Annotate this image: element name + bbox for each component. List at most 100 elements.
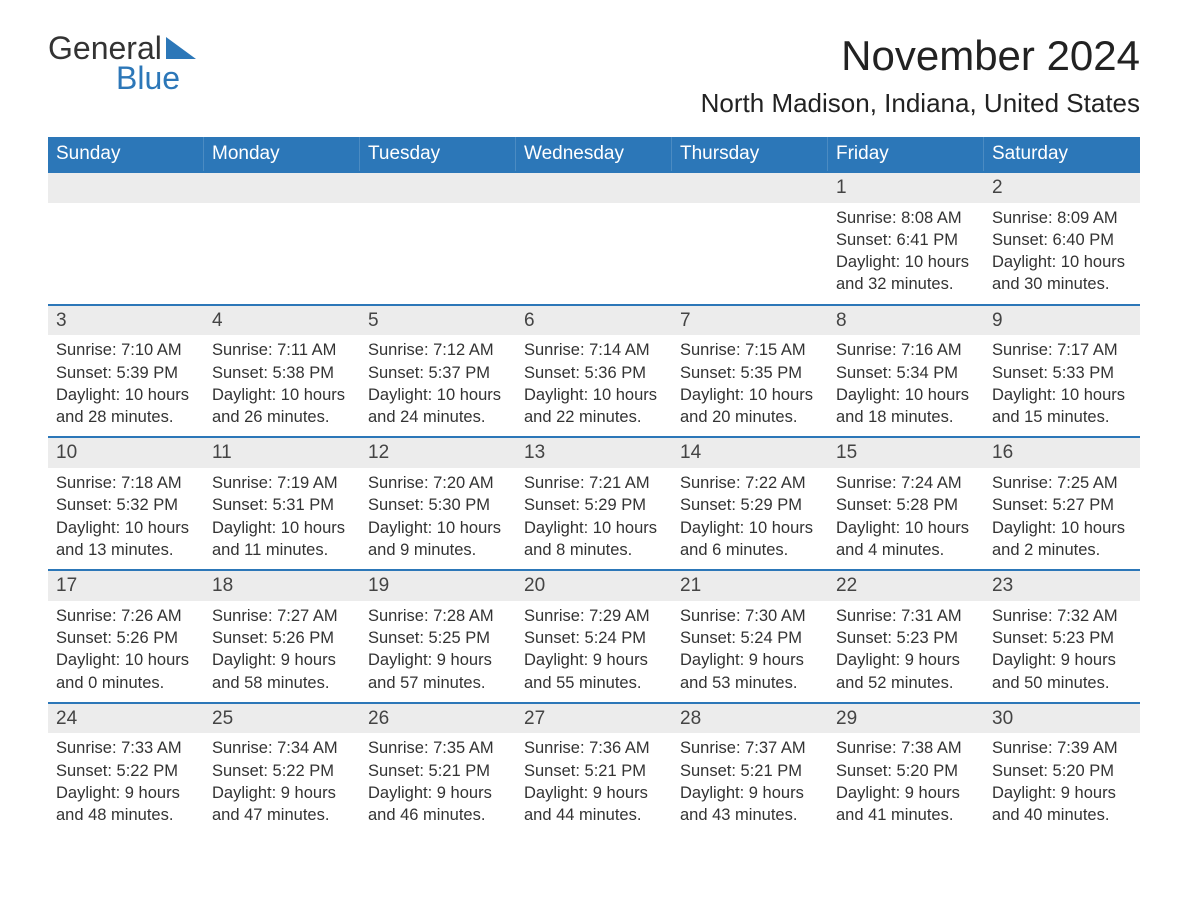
weekday-header-cell: Monday [204,137,360,171]
day-body: Sunrise: 8:09 AMSunset: 6:40 PMDaylight:… [984,203,1140,304]
day-cell: 14Sunrise: 7:22 AMSunset: 5:29 PMDayligh… [672,438,828,569]
day-cell: 15Sunrise: 7:24 AMSunset: 5:28 PMDayligh… [828,438,984,569]
calendar-page: General Blue November 2024 North Madison… [0,0,1188,918]
week-row: 24Sunrise: 7:33 AMSunset: 5:22 PMDayligh… [48,702,1140,835]
daylight-text-2: and 11 minutes. [212,539,352,561]
daylight-text-2: and 30 minutes. [992,273,1132,295]
day-cell: 13Sunrise: 7:21 AMSunset: 5:29 PMDayligh… [516,438,672,569]
day-body: Sunrise: 7:37 AMSunset: 5:21 PMDaylight:… [672,733,828,834]
day-cell: 27Sunrise: 7:36 AMSunset: 5:21 PMDayligh… [516,704,672,835]
sunrise-text: Sunrise: 7:29 AM [524,605,664,627]
daylight-text-1: Daylight: 9 hours [836,649,976,671]
daylight-text-2: and 41 minutes. [836,804,976,826]
daylight-text-2: and 4 minutes. [836,539,976,561]
sunset-text: Sunset: 5:22 PM [212,760,352,782]
sunrise-text: Sunrise: 7:22 AM [680,472,820,494]
daylight-text-2: and 50 minutes. [992,672,1132,694]
day-number [516,173,672,203]
sunrise-text: Sunrise: 7:31 AM [836,605,976,627]
day-body: Sunrise: 7:18 AMSunset: 5:32 PMDaylight:… [48,468,204,569]
week-row: 10Sunrise: 7:18 AMSunset: 5:32 PMDayligh… [48,436,1140,569]
daylight-text-2: and 58 minutes. [212,672,352,694]
day-cell: 3Sunrise: 7:10 AMSunset: 5:39 PMDaylight… [48,306,204,437]
day-cell: 7Sunrise: 7:15 AMSunset: 5:35 PMDaylight… [672,306,828,437]
daylight-text-1: Daylight: 10 hours [524,517,664,539]
day-number: 9 [984,306,1140,336]
sunset-text: Sunset: 5:30 PM [368,494,508,516]
day-cell: 6Sunrise: 7:14 AMSunset: 5:36 PMDaylight… [516,306,672,437]
daylight-text-2: and 24 minutes. [368,406,508,428]
sunset-text: Sunset: 5:22 PM [56,760,196,782]
day-body: Sunrise: 7:29 AMSunset: 5:24 PMDaylight:… [516,601,672,702]
day-cell: 17Sunrise: 7:26 AMSunset: 5:26 PMDayligh… [48,571,204,702]
weekday-header-cell: Friday [828,137,984,171]
sunrise-text: Sunrise: 7:17 AM [992,339,1132,361]
day-cell: 28Sunrise: 7:37 AMSunset: 5:21 PMDayligh… [672,704,828,835]
empty-day-cell [516,173,672,304]
day-cell: 26Sunrise: 7:35 AMSunset: 5:21 PMDayligh… [360,704,516,835]
day-body: Sunrise: 7:32 AMSunset: 5:23 PMDaylight:… [984,601,1140,702]
day-cell: 21Sunrise: 7:30 AMSunset: 5:24 PMDayligh… [672,571,828,702]
day-body: Sunrise: 7:24 AMSunset: 5:28 PMDaylight:… [828,468,984,569]
daylight-text-2: and 2 minutes. [992,539,1132,561]
sunset-text: Sunset: 5:29 PM [680,494,820,516]
day-body: Sunrise: 7:27 AMSunset: 5:26 PMDaylight:… [204,601,360,702]
sunrise-text: Sunrise: 7:28 AM [368,605,508,627]
sunrise-text: Sunrise: 7:38 AM [836,737,976,759]
day-cell: 12Sunrise: 7:20 AMSunset: 5:30 PMDayligh… [360,438,516,569]
day-number: 19 [360,571,516,601]
day-cell: 16Sunrise: 7:25 AMSunset: 5:27 PMDayligh… [984,438,1140,569]
day-body: Sunrise: 7:19 AMSunset: 5:31 PMDaylight:… [204,468,360,569]
day-number: 10 [48,438,204,468]
daylight-text-1: Daylight: 10 hours [992,251,1132,273]
daylight-text-1: Daylight: 9 hours [836,782,976,804]
daylight-text-1: Daylight: 9 hours [212,649,352,671]
daylight-text-2: and 48 minutes. [56,804,196,826]
day-body: Sunrise: 7:10 AMSunset: 5:39 PMDaylight:… [48,335,204,436]
daylight-text-2: and 20 minutes. [680,406,820,428]
daylight-text-2: and 6 minutes. [680,539,820,561]
sunrise-text: Sunrise: 7:15 AM [680,339,820,361]
day-body: Sunrise: 7:31 AMSunset: 5:23 PMDaylight:… [828,601,984,702]
sunrise-text: Sunrise: 8:08 AM [836,207,976,229]
day-number: 18 [204,571,360,601]
day-body: Sunrise: 7:22 AMSunset: 5:29 PMDaylight:… [672,468,828,569]
day-body: Sunrise: 7:21 AMSunset: 5:29 PMDaylight:… [516,468,672,569]
empty-day-cell [672,173,828,304]
sunrise-text: Sunrise: 7:19 AM [212,472,352,494]
daylight-text-1: Daylight: 10 hours [836,517,976,539]
day-cell: 10Sunrise: 7:18 AMSunset: 5:32 PMDayligh… [48,438,204,569]
day-number: 1 [828,173,984,203]
daylight-text-1: Daylight: 10 hours [212,384,352,406]
day-body: Sunrise: 7:20 AMSunset: 5:30 PMDaylight:… [360,468,516,569]
day-body: Sunrise: 7:30 AMSunset: 5:24 PMDaylight:… [672,601,828,702]
day-number: 23 [984,571,1140,601]
sunset-text: Sunset: 5:25 PM [368,627,508,649]
sunset-text: Sunset: 5:24 PM [680,627,820,649]
day-cell: 18Sunrise: 7:27 AMSunset: 5:26 PMDayligh… [204,571,360,702]
day-number: 13 [516,438,672,468]
daylight-text-2: and 47 minutes. [212,804,352,826]
sunrise-text: Sunrise: 7:11 AM [212,339,352,361]
sunset-text: Sunset: 5:34 PM [836,362,976,384]
sunrise-text: Sunrise: 7:27 AM [212,605,352,627]
day-number: 30 [984,704,1140,734]
day-cell: 19Sunrise: 7:28 AMSunset: 5:25 PMDayligh… [360,571,516,702]
sunset-text: Sunset: 5:37 PM [368,362,508,384]
weekday-header-cell: Wednesday [516,137,672,171]
daylight-text-2: and 32 minutes. [836,273,976,295]
sunrise-text: Sunrise: 7:33 AM [56,737,196,759]
day-number [204,173,360,203]
daylight-text-2: and 0 minutes. [56,672,196,694]
location: North Madison, Indiana, United States [701,88,1140,119]
day-body: Sunrise: 7:39 AMSunset: 5:20 PMDaylight:… [984,733,1140,834]
weekday-header-cell: Tuesday [360,137,516,171]
daylight-text-2: and 28 minutes. [56,406,196,428]
sunrise-text: Sunrise: 7:37 AM [680,737,820,759]
daylight-text-1: Daylight: 9 hours [368,782,508,804]
daylight-text-2: and 8 minutes. [524,539,664,561]
sunset-text: Sunset: 5:39 PM [56,362,196,384]
day-body: Sunrise: 7:38 AMSunset: 5:20 PMDaylight:… [828,733,984,834]
day-cell: 5Sunrise: 7:12 AMSunset: 5:37 PMDaylight… [360,306,516,437]
day-cell: 25Sunrise: 7:34 AMSunset: 5:22 PMDayligh… [204,704,360,835]
